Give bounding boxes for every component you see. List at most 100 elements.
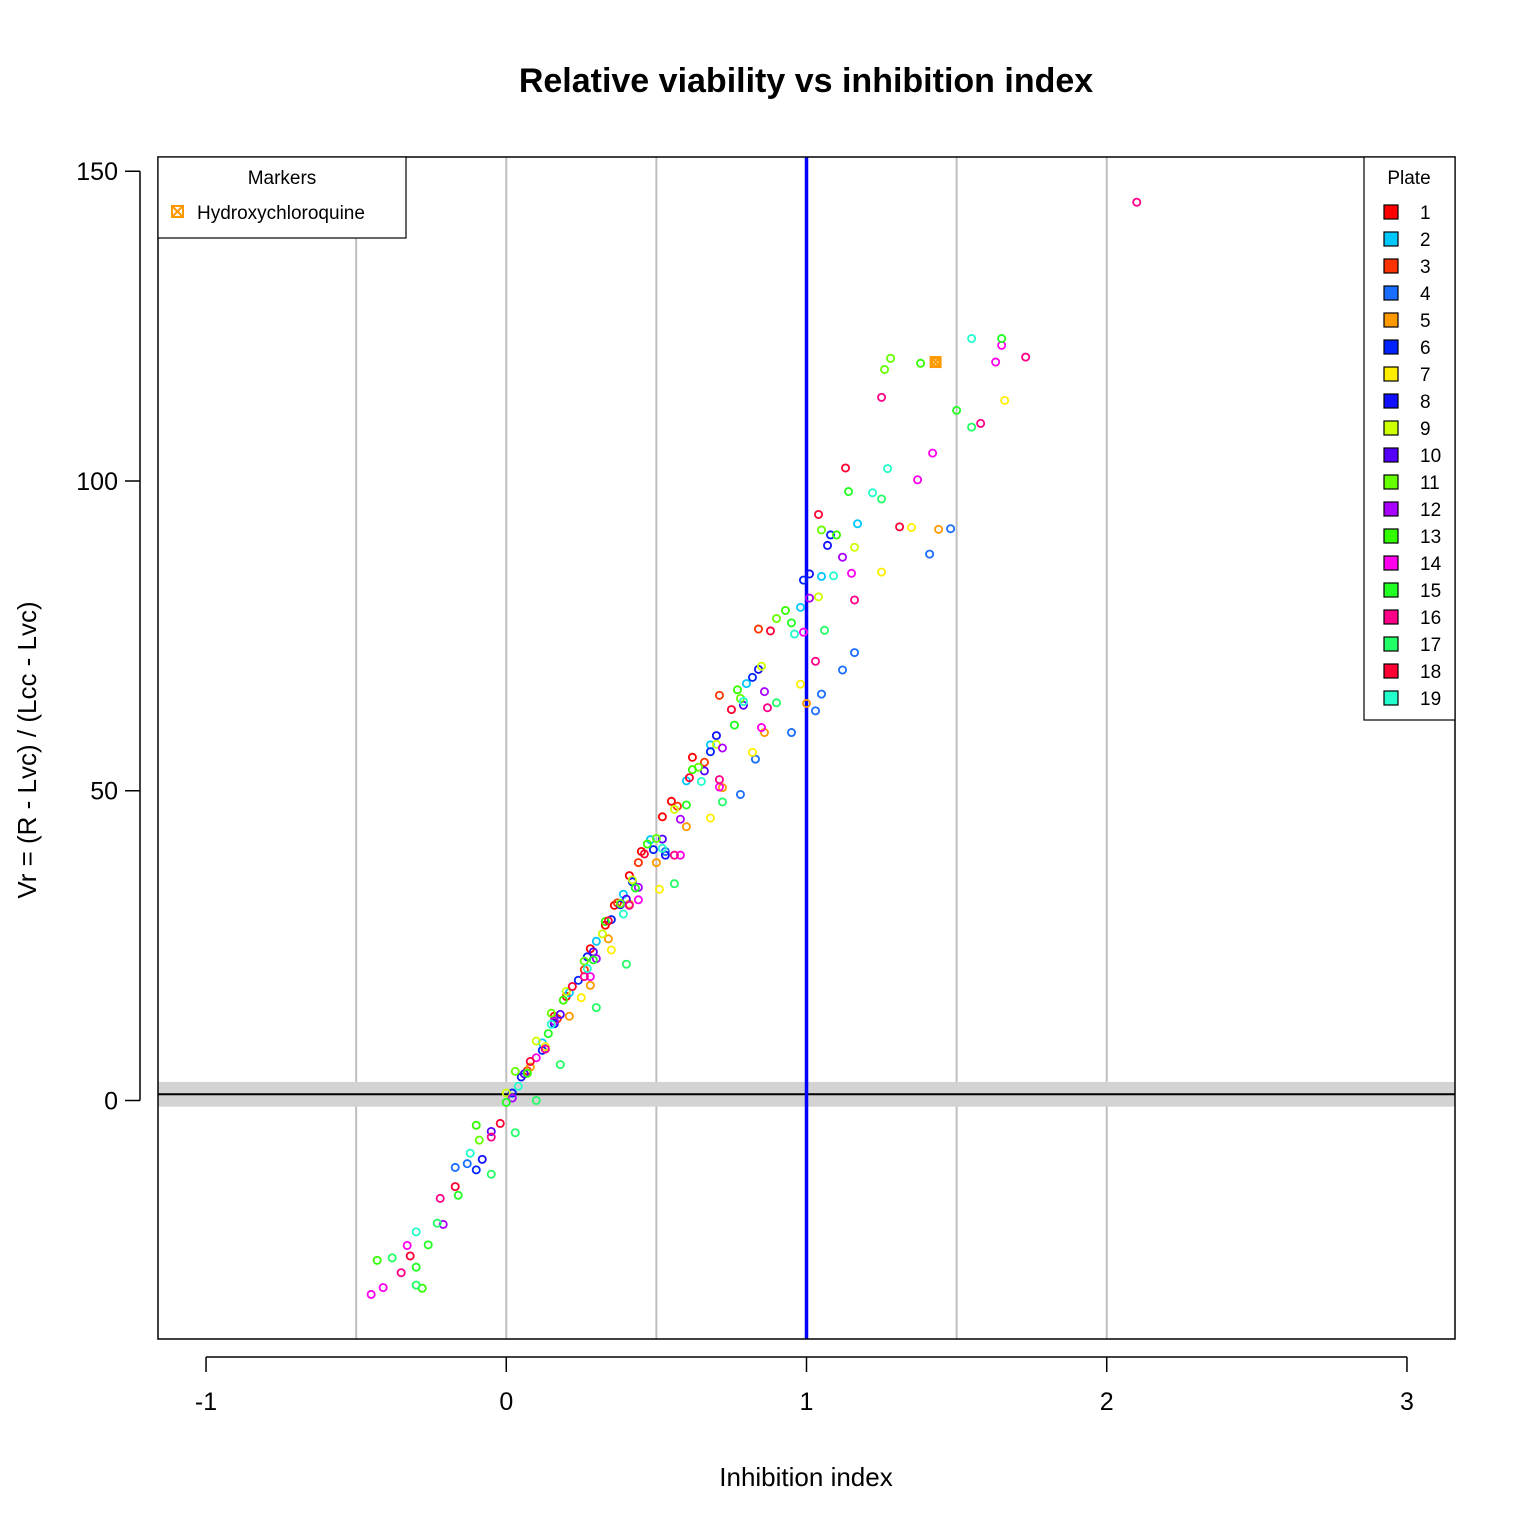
data-point <box>829 571 839 581</box>
plate-legend-swatch <box>1383 393 1399 409</box>
data-point <box>844 487 854 497</box>
data-point <box>567 982 577 992</box>
y-tick-label: 150 <box>76 158 118 186</box>
data-point <box>850 595 860 605</box>
plate-legend-label: 17 <box>1420 635 1441 656</box>
data-point <box>811 706 821 716</box>
y-tick-label: 100 <box>76 468 118 496</box>
data-point <box>411 1227 421 1237</box>
x-tick-label: 2 <box>1100 1388 1114 1416</box>
data-point <box>847 568 857 578</box>
data-point <box>588 955 598 965</box>
series-plate-14 <box>366 340 1007 1299</box>
series-plate-16 <box>396 197 1142 1278</box>
data-point <box>450 1182 460 1192</box>
data-point <box>789 629 799 639</box>
data-point <box>462 1159 472 1169</box>
data-point <box>895 522 905 532</box>
data-point <box>934 524 944 534</box>
plate-legend-swatch <box>1383 555 1399 571</box>
reference-layer <box>158 157 1455 1339</box>
data-point <box>501 1088 511 1098</box>
x-axis-label: Inhibition index <box>719 1462 892 1492</box>
plate-legend-label: 10 <box>1420 446 1441 467</box>
data-point <box>621 959 631 969</box>
data-point <box>372 1255 382 1265</box>
data-point <box>1132 197 1142 207</box>
x-tick-label: 1 <box>800 1388 814 1416</box>
data-point <box>747 672 757 682</box>
data-point <box>657 812 667 822</box>
data-point <box>798 627 808 637</box>
data-point <box>603 934 613 944</box>
data-point <box>579 956 589 966</box>
plate-legend-label: 6 <box>1420 338 1431 359</box>
data-point <box>366 1289 376 1299</box>
hydroxychloroquine-marker-icon <box>171 205 184 218</box>
plate-legend-swatch <box>1383 528 1399 544</box>
data-point <box>474 1135 484 1145</box>
data-point <box>696 776 706 786</box>
x-tick-label: 0 <box>499 1388 513 1416</box>
data-point <box>759 687 769 697</box>
series-plate-5 <box>525 357 944 1072</box>
data-point <box>681 822 691 832</box>
plate-legend-label: 4 <box>1420 284 1431 305</box>
data-point <box>853 519 863 529</box>
data-point <box>687 752 697 762</box>
data-point <box>642 839 652 849</box>
data-point <box>726 705 736 715</box>
marker-legend-entry-label: Hydroxychloroquine <box>197 203 365 224</box>
data-point <box>432 1218 442 1228</box>
data-point <box>510 1066 520 1076</box>
data-point <box>666 796 676 806</box>
data-point <box>747 747 757 757</box>
plate-legend-label: 15 <box>1420 581 1441 602</box>
data-point <box>684 773 694 783</box>
data-point <box>997 334 1007 344</box>
data-point <box>735 789 745 799</box>
data-point <box>798 575 808 585</box>
data-point <box>916 358 926 368</box>
y-axis: 0 50 100 150 <box>76 158 141 1115</box>
data-point <box>946 524 956 534</box>
data-point <box>717 797 727 807</box>
data-point <box>928 448 938 458</box>
plate-legend-label: 3 <box>1420 257 1431 278</box>
data-point <box>883 464 893 474</box>
data-point <box>507 1093 517 1103</box>
data-point <box>714 775 724 785</box>
data-point <box>654 884 664 894</box>
data-point <box>877 494 887 504</box>
data-point <box>967 422 977 432</box>
data-point <box>450 1162 460 1172</box>
data-point <box>805 569 815 579</box>
data-point <box>555 1009 565 1019</box>
data-point <box>522 1068 532 1078</box>
data-point <box>762 703 772 713</box>
marker-legend-box <box>157 156 407 239</box>
data-point <box>741 679 751 689</box>
data-point <box>675 850 685 860</box>
data-point <box>597 929 607 939</box>
x-tick-label: 3 <box>1400 1388 1414 1416</box>
data-point <box>606 945 616 955</box>
data-point <box>732 685 742 695</box>
data-point <box>765 626 775 636</box>
plate-legend-label: 18 <box>1420 662 1441 683</box>
data-point <box>561 986 571 996</box>
series-plate-7 <box>540 395 1010 1052</box>
plate-legend-swatch <box>1383 204 1399 220</box>
data-point <box>771 614 781 624</box>
data-point <box>811 656 821 666</box>
data-point <box>543 1029 553 1039</box>
data-point <box>531 1095 541 1105</box>
data-point <box>817 571 827 581</box>
data-point <box>714 690 724 700</box>
plate-legend-label: 2 <box>1420 230 1431 251</box>
data-point <box>471 1165 481 1175</box>
series-plate-19 <box>411 334 977 1237</box>
chart-title: Relative viability vs inhibition index <box>519 62 1093 100</box>
series-plate-11 <box>474 353 896 1145</box>
